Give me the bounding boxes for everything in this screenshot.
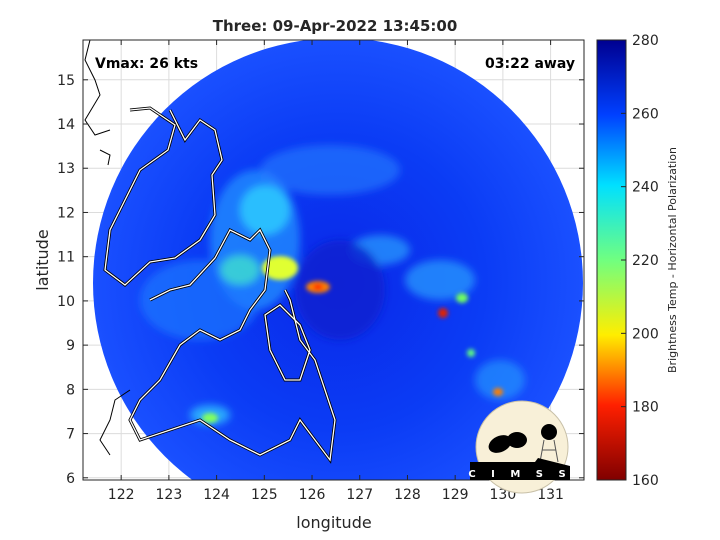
- colorbar-tick-label: 160: [632, 473, 659, 489]
- y-tick-label: 13: [57, 161, 75, 177]
- colorbar-tick-label: 280: [632, 33, 659, 49]
- chart-title: Three: 09-Apr-2022 13:45:00: [213, 17, 458, 35]
- y-tick-label: 9: [66, 338, 75, 354]
- time-away-annotation: 03:22 away: [485, 56, 575, 72]
- x-tick-label: 126: [299, 487, 326, 503]
- y-tick-label: 7: [66, 427, 75, 443]
- x-tick-label: 124: [203, 487, 230, 503]
- y-axis-label: latitude: [33, 229, 52, 290]
- vmax-annotation: Vmax: 26 kts: [95, 56, 198, 72]
- y-tick-label: 11: [57, 250, 75, 266]
- colorbar-ticks: 160 180 200 220 240 260 280: [621, 33, 659, 489]
- x-tick-label: 131: [537, 487, 564, 503]
- cimss-logo: C I M S S: [468, 400, 571, 494]
- x-tick-label: 128: [394, 487, 421, 503]
- y-tick-label: 6: [66, 471, 75, 487]
- y-tick-label: 8: [66, 382, 75, 398]
- axis-ticks: 122 123 124 125 126 127 128 129 130 1316789101112…: [57, 40, 584, 503]
- x-tick-label: 123: [156, 487, 183, 503]
- colorbar-tick-label: 260: [632, 106, 659, 122]
- x-tick-label: 129: [442, 487, 469, 503]
- y-tick-label: 15: [57, 73, 75, 89]
- colorbar-tick-label: 220: [632, 253, 659, 269]
- y-tick-label: 12: [57, 205, 75, 221]
- colorbar-label: Brightness Temp - Horizontal Polarizatio…: [666, 147, 679, 373]
- logo-text: C I M S S: [468, 469, 571, 480]
- y-tick-label: 14: [57, 117, 75, 133]
- axes-box: [82, 39, 585, 481]
- swath: [84, 40, 583, 480]
- x-tick-label: 122: [108, 487, 135, 503]
- colorbar-tick-label: 200: [632, 326, 659, 342]
- colorbar-tick-label: 240: [632, 180, 659, 196]
- x-tick-label: 127: [346, 487, 373, 503]
- outer-coastlines: [84, 40, 131, 456]
- x-tick-label: 125: [251, 487, 278, 503]
- y-tick-label: 10: [57, 294, 75, 310]
- x-axis-label: longitude: [296, 513, 371, 532]
- colorbar-tick-label: 180: [632, 400, 659, 416]
- coastlines: [104, 107, 336, 462]
- convective-cores: [202, 256, 503, 423]
